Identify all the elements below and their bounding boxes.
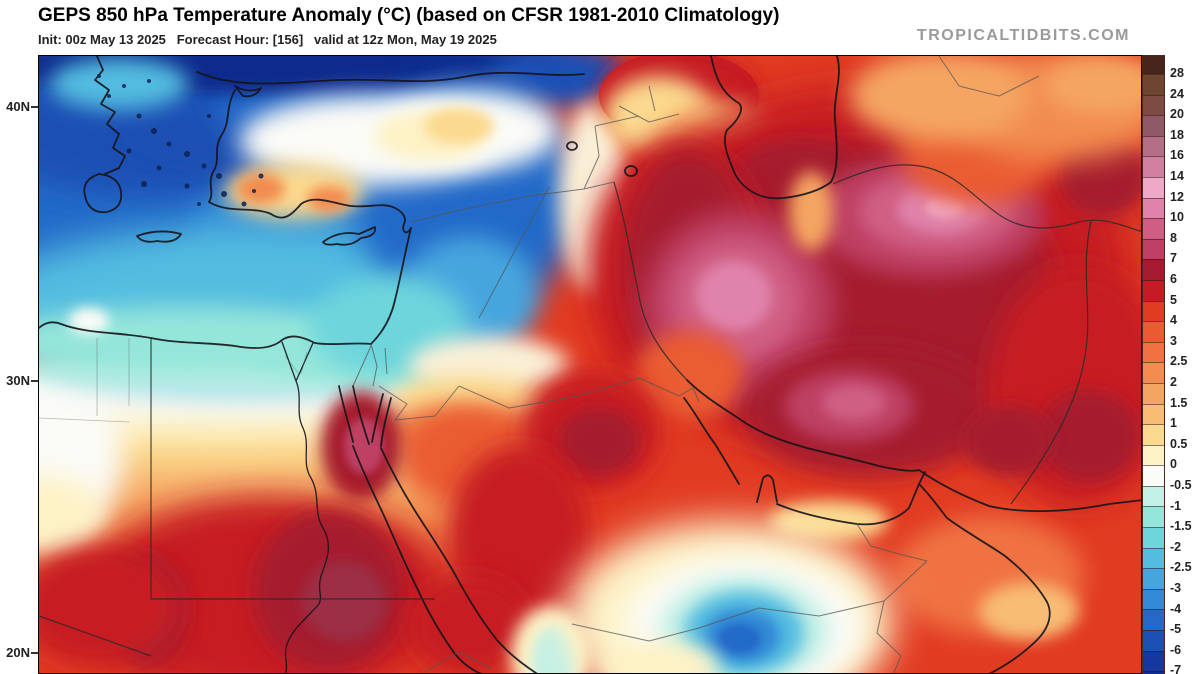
colorbar-label-6: 6 xyxy=(1170,272,1177,286)
colorbar-label-20: 20 xyxy=(1170,107,1184,122)
colorbar-segment xyxy=(1143,465,1164,486)
colorbar-segment xyxy=(1143,259,1164,280)
colorbar-segment xyxy=(1143,94,1164,116)
anomaly-field xyxy=(39,56,1141,673)
temperature-colorbar xyxy=(1142,55,1165,674)
colorbar-segment xyxy=(1143,403,1164,425)
colorbar-segment xyxy=(1143,609,1164,631)
colorbar-label-28: 28 xyxy=(1170,66,1184,80)
colorbar-label-7: 7 xyxy=(1170,251,1177,266)
colorbar-segment xyxy=(1143,341,1164,363)
lat-tick xyxy=(31,652,38,654)
colorbar-segment xyxy=(1143,568,1164,589)
lat-tick xyxy=(31,380,38,382)
colorbar-label-4: 4 xyxy=(1170,313,1177,328)
colorbar-segment xyxy=(1143,279,1164,301)
page-title: GEPS 850 hPa Temperature Anomaly (°C) (b… xyxy=(38,5,780,26)
colorbar-label-2: 2 xyxy=(1170,375,1177,389)
lat-label-20N: 20N xyxy=(6,645,30,660)
colorbar-label--0.5: -0.5 xyxy=(1170,478,1192,492)
colorbar-label--4: -4 xyxy=(1170,601,1182,616)
colorbar-label--1.5: -1.5 xyxy=(1170,519,1192,534)
colorbar-segment xyxy=(1143,362,1164,383)
colorbar-label--6: -6 xyxy=(1170,642,1182,657)
forecast-init-line: Init: 00z May 13 2025 Forecast Hour: [15… xyxy=(38,32,497,47)
colorbar-label-24: 24 xyxy=(1170,86,1184,101)
site-watermark: TROPICALTIDBITS.COM xyxy=(916,27,1130,44)
colorbar-label-3: 3 xyxy=(1170,333,1177,348)
colorbar-label-5: 5 xyxy=(1170,292,1177,307)
colorbar-segment xyxy=(1143,176,1164,198)
colorbar-segment xyxy=(1143,218,1164,239)
colorbar-labels: 28 24 20 18 16 14 12 10 8 7 6 5 4 3 2.5 2 1.5 1 0.5 0 -0.5 -1… xyxy=(1170,55,1200,674)
colorbar-segment xyxy=(1143,56,1164,74)
colorbar-segment xyxy=(1143,588,1164,610)
lat-label-30N: 30N xyxy=(6,373,30,388)
colorbar-segment xyxy=(1143,547,1164,569)
colorbar-label-1.5: 1.5 xyxy=(1170,395,1188,410)
colorbar-label--7: -7 xyxy=(1170,663,1182,674)
lat-label-40N: 40N xyxy=(6,99,30,114)
dark-borders xyxy=(39,164,1141,657)
colorbar-segment xyxy=(1143,424,1164,445)
colorbar-label-0: 0 xyxy=(1170,457,1177,472)
colorbar-label-0.5: 0.5 xyxy=(1170,436,1188,451)
colorbar-label-8: 8 xyxy=(1170,230,1177,245)
colorbar-label--5: -5 xyxy=(1170,622,1182,637)
lat-tick xyxy=(31,106,38,108)
colorbar-label-10: 10 xyxy=(1170,210,1184,225)
colorbar-segment xyxy=(1143,321,1164,342)
colorbar-segment xyxy=(1143,671,1164,674)
colorbar-segment xyxy=(1143,650,1164,672)
country-borders xyxy=(39,56,1040,673)
latitude-axis: 40N 30N 20N xyxy=(0,0,38,674)
colorbar-label-14: 14 xyxy=(1170,169,1184,183)
colorbar-segment xyxy=(1143,485,1164,507)
colorbar-segment xyxy=(1143,197,1164,219)
colorbar-label-12: 12 xyxy=(1170,189,1184,204)
colorbar-label-2.5: 2.5 xyxy=(1170,354,1188,369)
map-canvas xyxy=(39,56,1141,673)
colorbar-segment xyxy=(1143,630,1164,651)
colorbar-segment xyxy=(1143,527,1164,548)
colorbar-segment xyxy=(1143,444,1164,466)
colorbar-segment xyxy=(1143,115,1164,136)
colorbar-segment xyxy=(1143,238,1164,260)
aegean-islands xyxy=(97,74,264,207)
colorbar-label-16: 16 xyxy=(1170,148,1184,163)
colorbar-segment xyxy=(1143,506,1164,528)
anomaly-map xyxy=(38,55,1142,674)
colorbar-label--3: -3 xyxy=(1170,581,1182,595)
colorbar-segment xyxy=(1143,156,1164,177)
colorbar-label-1: 1 xyxy=(1170,416,1177,431)
colorbar-segment xyxy=(1143,135,1164,157)
colorbar-label--2: -2 xyxy=(1170,539,1182,554)
colorbar-segment xyxy=(1143,300,1164,322)
colorbar-segment xyxy=(1143,382,1164,404)
colorbar-label--1: -1 xyxy=(1170,498,1182,513)
colorbar-label--2.5: -2.5 xyxy=(1170,560,1192,575)
colorbar-segment xyxy=(1143,74,1164,95)
colorbar-label-18: 18 xyxy=(1170,127,1184,142)
